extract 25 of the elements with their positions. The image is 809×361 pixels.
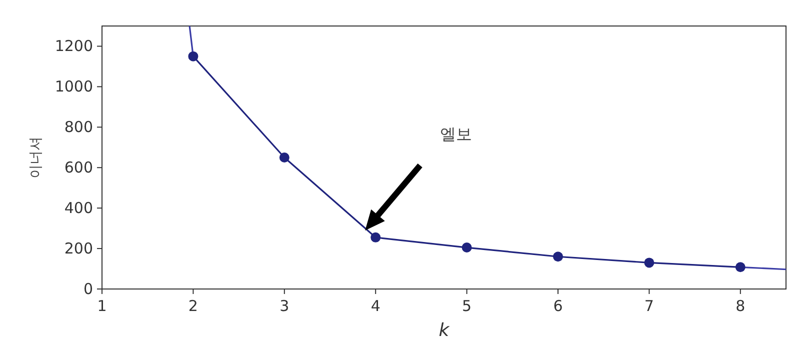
x-tick-label: 4 [370,297,380,315]
x-tick-label: 1 [97,297,107,315]
x-tick-label: 5 [462,297,472,315]
y-tick-label: 800 [64,118,93,136]
y-tick-label: 600 [64,158,93,177]
y-tick-label: 200 [64,240,93,258]
annotation: 엘보 [440,124,472,144]
y-tick-label: 400 [64,199,93,218]
point [188,51,198,62]
x-tick-label: 8 [736,297,746,315]
x-tick-label: 2 [188,297,198,315]
point [553,252,563,262]
point [644,258,654,268]
x-axis-title: k [438,320,451,341]
x-tick-label: 6 [553,297,563,315]
point [279,152,290,162]
point [462,242,472,253]
point [370,232,381,242]
x-tick-label: 3 [280,297,290,315]
y-tick-label: 1000 [54,78,93,96]
y-tick-label: 1200 [54,37,93,56]
y-tick-label: 0 [83,280,93,298]
point [735,262,746,272]
x-tick-label: 7 [644,297,654,315]
y-axis-title: 이너셔 [28,136,44,178]
